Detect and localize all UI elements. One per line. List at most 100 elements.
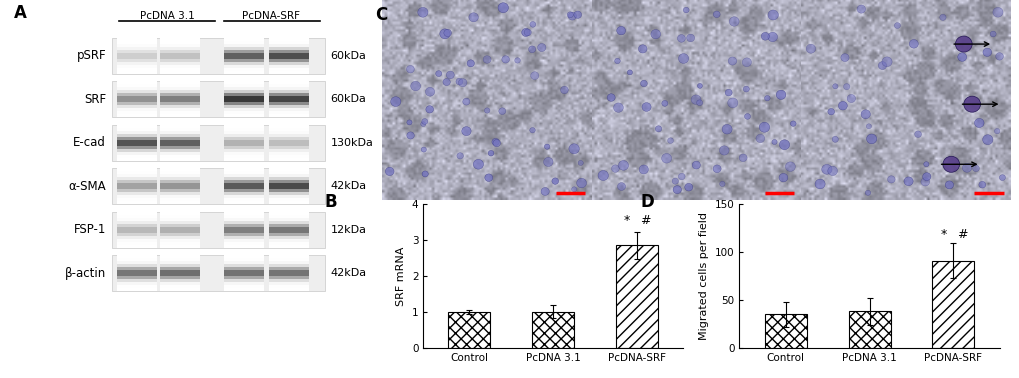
Bar [269, 177, 309, 180]
Circle shape [640, 80, 647, 87]
Circle shape [406, 65, 414, 73]
Circle shape [764, 96, 769, 101]
Bar [223, 255, 263, 258]
Bar [269, 152, 309, 155]
Circle shape [999, 175, 1005, 181]
Bar [269, 125, 309, 128]
Bar [160, 288, 200, 291]
Circle shape [627, 70, 632, 75]
Bar [223, 65, 263, 68]
Circle shape [459, 79, 467, 87]
Bar [160, 264, 200, 267]
Text: pSRF: pSRF [76, 49, 106, 62]
Bar [269, 102, 309, 105]
Bar [117, 137, 157, 140]
Bar [269, 44, 309, 47]
Circle shape [728, 57, 736, 65]
Bar [111, 125, 325, 161]
Bar [223, 108, 263, 111]
Bar [117, 102, 157, 105]
Bar [223, 198, 263, 201]
Bar [223, 230, 263, 232]
Circle shape [771, 139, 776, 144]
Bar [223, 215, 263, 218]
Bar [269, 183, 309, 186]
Bar [269, 218, 309, 221]
Y-axis label: SRF mRNA: SRF mRNA [395, 246, 406, 306]
Bar [223, 180, 263, 183]
Bar [269, 53, 309, 56]
Circle shape [832, 136, 838, 142]
Bar [269, 84, 309, 87]
Bar [111, 255, 325, 291]
Circle shape [638, 45, 646, 53]
Bar [269, 192, 309, 195]
Bar [117, 47, 157, 50]
Circle shape [455, 78, 463, 85]
Bar [223, 152, 263, 155]
Bar [269, 239, 309, 242]
Bar [223, 140, 263, 143]
Bar [160, 93, 200, 96]
Circle shape [390, 97, 400, 107]
Bar [160, 41, 200, 44]
Bar [269, 221, 309, 224]
Circle shape [576, 178, 586, 188]
Bar [111, 168, 325, 204]
Circle shape [530, 72, 538, 80]
Bar [223, 149, 263, 152]
Circle shape [827, 108, 834, 115]
Bar [269, 105, 309, 108]
Bar [223, 276, 263, 279]
Bar [117, 198, 157, 201]
Bar [223, 174, 263, 177]
Circle shape [528, 46, 535, 53]
Bar [269, 93, 309, 96]
Text: E-cad: E-cad [73, 136, 106, 149]
Circle shape [540, 187, 549, 195]
Circle shape [744, 114, 750, 119]
Circle shape [760, 33, 768, 40]
Bar [223, 242, 263, 245]
Text: 42kDa: 42kDa [330, 181, 367, 191]
Circle shape [606, 94, 614, 101]
Bar [117, 261, 157, 264]
Bar [117, 288, 157, 291]
Circle shape [962, 163, 971, 172]
Bar [117, 239, 157, 242]
Circle shape [678, 173, 685, 180]
Bar [160, 152, 200, 155]
Bar [117, 90, 157, 93]
Bar [269, 189, 309, 192]
Circle shape [978, 181, 984, 188]
Bar [160, 149, 200, 152]
Bar [223, 267, 263, 270]
Bar [117, 192, 157, 195]
Bar [269, 140, 309, 143]
Bar [223, 227, 263, 230]
Bar [269, 227, 309, 230]
Bar [269, 267, 309, 270]
Bar [117, 245, 157, 248]
Circle shape [469, 13, 478, 22]
Circle shape [611, 165, 619, 172]
Circle shape [529, 128, 535, 133]
Bar [223, 47, 263, 50]
Bar [117, 264, 157, 267]
Bar [223, 71, 263, 74]
Circle shape [721, 124, 732, 134]
Bar [160, 201, 200, 204]
Circle shape [725, 89, 732, 96]
Circle shape [467, 60, 474, 67]
Circle shape [614, 58, 620, 64]
Bar [117, 152, 157, 155]
Circle shape [821, 164, 832, 174]
Bar [269, 158, 309, 161]
Bar [223, 270, 263, 273]
Bar [117, 276, 157, 279]
Bar [160, 192, 200, 195]
Circle shape [814, 179, 824, 189]
Circle shape [501, 56, 510, 63]
Circle shape [691, 95, 700, 104]
Bar [269, 198, 309, 201]
